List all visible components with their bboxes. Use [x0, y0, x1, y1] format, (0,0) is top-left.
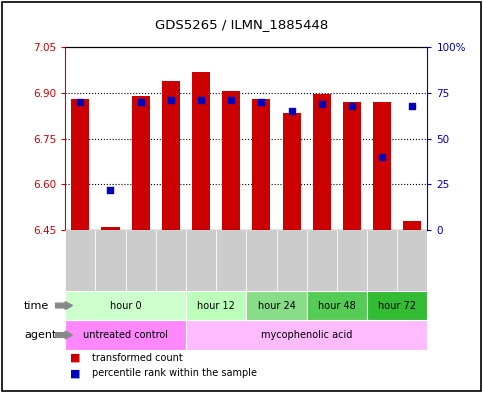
Bar — [65, 291, 186, 320]
Bar — [276, 230, 307, 291]
Point — [318, 101, 326, 107]
Point — [76, 99, 84, 105]
Bar — [246, 230, 276, 291]
Bar — [343, 102, 361, 230]
Bar — [65, 320, 186, 350]
Bar — [71, 99, 89, 230]
Text: time: time — [24, 301, 49, 310]
Bar — [313, 94, 331, 230]
Bar — [337, 230, 367, 291]
Text: hour 48: hour 48 — [318, 301, 356, 310]
Text: mycophenolic acid: mycophenolic acid — [261, 330, 353, 340]
Point — [167, 97, 175, 103]
Point — [378, 154, 386, 160]
Point — [197, 97, 205, 103]
Bar — [246, 291, 307, 320]
Bar — [307, 230, 337, 291]
Bar — [65, 230, 96, 291]
Bar — [367, 291, 427, 320]
Text: agent: agent — [24, 330, 57, 340]
Point — [257, 99, 265, 105]
Bar — [162, 81, 180, 230]
Bar — [253, 99, 270, 230]
Point — [409, 103, 416, 109]
Point — [227, 97, 235, 103]
Point — [348, 103, 356, 109]
Bar — [397, 230, 427, 291]
Text: percentile rank within the sample: percentile rank within the sample — [92, 368, 257, 378]
Text: GDS5265 / ILMN_1885448: GDS5265 / ILMN_1885448 — [155, 18, 328, 31]
Text: ■: ■ — [70, 368, 81, 378]
Bar — [307, 291, 367, 320]
Text: transformed count: transformed count — [92, 353, 183, 363]
Point — [137, 99, 144, 105]
Bar — [101, 227, 120, 230]
Bar — [96, 230, 126, 291]
Bar — [156, 230, 186, 291]
Bar — [216, 230, 246, 291]
Bar — [186, 320, 427, 350]
Text: hour 0: hour 0 — [110, 301, 142, 310]
Bar — [403, 221, 421, 230]
Text: hour 12: hour 12 — [197, 301, 235, 310]
Bar — [222, 91, 241, 230]
Point — [288, 108, 296, 114]
Text: untreated control: untreated control — [83, 330, 168, 340]
Text: hour 24: hour 24 — [257, 301, 296, 310]
Bar — [131, 96, 150, 230]
Bar — [283, 113, 300, 230]
Bar — [126, 230, 156, 291]
Bar — [192, 72, 210, 230]
Point — [107, 187, 114, 193]
Bar — [373, 102, 391, 230]
Bar — [186, 230, 216, 291]
Text: hour 72: hour 72 — [378, 301, 416, 310]
Bar — [367, 230, 397, 291]
Text: ■: ■ — [70, 353, 81, 363]
Bar — [186, 291, 246, 320]
